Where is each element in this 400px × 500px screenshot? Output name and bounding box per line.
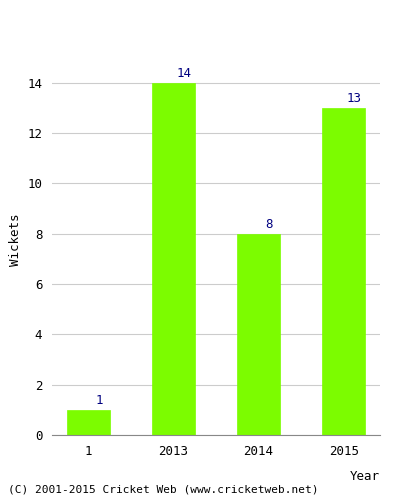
Bar — [237, 234, 280, 435]
Bar — [322, 108, 365, 435]
Text: 8: 8 — [266, 218, 273, 231]
Text: 13: 13 — [347, 92, 362, 106]
Text: 14: 14 — [176, 67, 192, 80]
Text: (C) 2001-2015 Cricket Web (www.cricketweb.net): (C) 2001-2015 Cricket Web (www.cricketwe… — [8, 485, 318, 495]
Text: 1: 1 — [95, 394, 103, 407]
Bar — [67, 410, 110, 435]
Y-axis label: Wickets: Wickets — [9, 214, 22, 266]
Bar — [152, 82, 195, 435]
Text: Year: Year — [350, 470, 380, 483]
